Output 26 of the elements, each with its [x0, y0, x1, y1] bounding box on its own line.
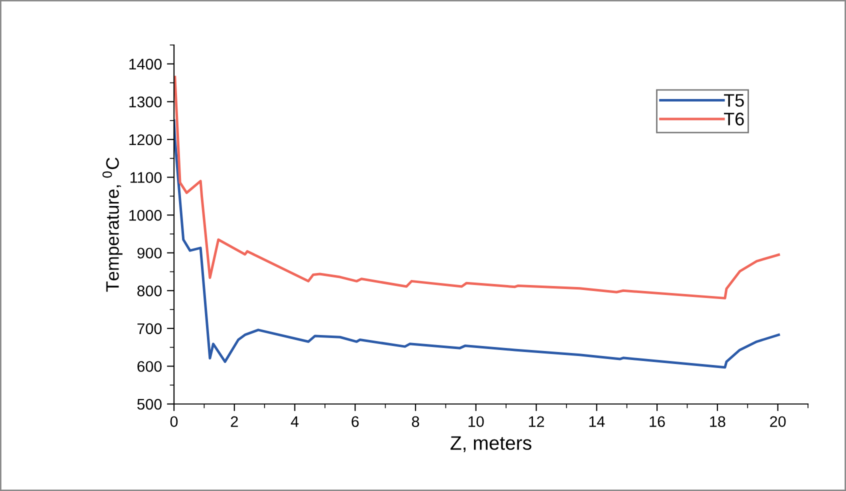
y-tick-label: 600 [137, 361, 162, 372]
x-tick-label: 4 [290, 416, 299, 427]
x-tick-label: 2 [230, 416, 238, 427]
y-tick-label: 800 [137, 286, 162, 296]
y-tick-label: 1000 [129, 210, 162, 221]
y-tick-label: 1400 [129, 58, 162, 70]
x-tick-label: 20 [770, 416, 786, 428]
y-axis-title: Temperature, $^{0}$C [102, 158, 122, 292]
legend-label: T6 [724, 112, 744, 126]
x-axis-title: Z, meters [450, 436, 532, 452]
y-tick-label: 900 [137, 248, 162, 259]
x-tick-label: 10 [468, 416, 484, 428]
x-tick-label: 12 [528, 416, 544, 427]
y-tick-label: 1100 [130, 172, 162, 183]
x-tick-label: 0 [170, 416, 178, 428]
x-tick-label: 14 [589, 416, 605, 427]
y-tick-label: 1300 [129, 96, 162, 108]
y-tick-label: 1200 [129, 134, 162, 146]
y-tick-label: 700 [137, 323, 162, 334]
legend-label: T5 [724, 94, 744, 107]
x-tick-label: 6 [352, 416, 359, 428]
x-tick-label: 18 [710, 416, 726, 428]
y-tick-label: 500 [137, 398, 162, 410]
x-tick-label: 16 [650, 416, 665, 428]
x-tick-label: 8 [412, 416, 420, 428]
line-series [174, 76, 780, 300]
